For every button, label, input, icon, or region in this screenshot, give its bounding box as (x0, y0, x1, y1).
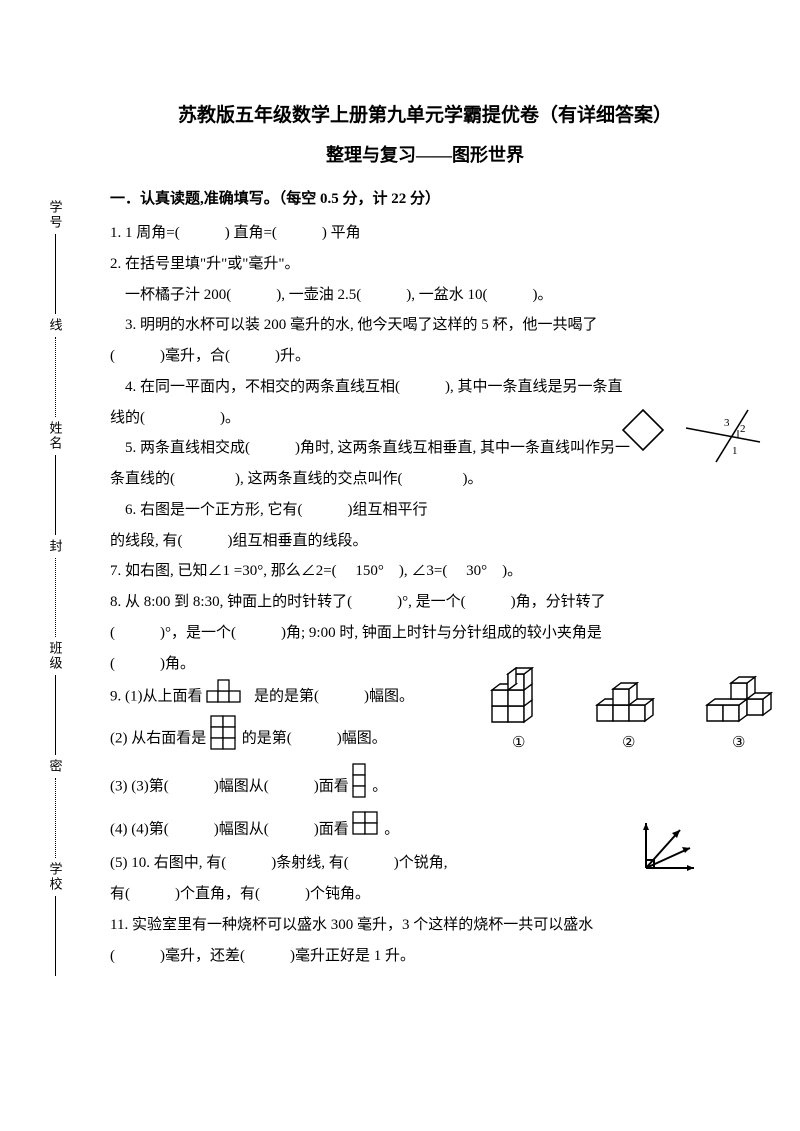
side-dotline (55, 558, 56, 638)
q9-3a: (3) (3)第( )幅图从( )面看 (110, 778, 349, 794)
square-figure-icon (621, 408, 665, 452)
side-line (55, 234, 56, 314)
q10b: 有( )个直角，有( )个钝角。 (110, 879, 740, 910)
side-line (55, 455, 56, 535)
q7: 7. 如右图, 已知∠1 =30°, 那么∠2=( 150° ), ∠3=( 3… (110, 556, 740, 587)
q9-3: (3) (3)第( )幅图从( )面看 。 (110, 763, 740, 811)
side-dotline (55, 337, 56, 417)
q9-2b: 的是第( )幅图。 (242, 730, 387, 746)
q3a: 3. 明明的水杯可以装 200 毫升的水, 他今天喝了这样的 5 杯，他一共喝了 (110, 310, 740, 341)
side-label-school: 学校 (46, 862, 65, 892)
q5b: 条直线的( ), 这两条直线的交点叫作( )。 (110, 464, 740, 495)
right-view-icon (210, 715, 238, 763)
q4a: 4. 在同一平面内，不相交的两条直线互相( ), 其中一条直线是另一条直 (110, 372, 740, 403)
q9-1b: 是的是第( )幅图。 (254, 689, 414, 705)
q9-1a: 9. (1)从上面看 (110, 689, 203, 705)
page-title: 苏教版五年级数学上册第九单元学霸提优卷（有详细答案） (110, 100, 740, 127)
q1: 1. 1 周角=( ) 直角=( ) 平角 (110, 218, 740, 249)
q11a: 11. 实验室里有一种烧杯可以盛水 300 毫升，3 个这样的烧杯一共可以盛水 (110, 910, 740, 941)
q8a: 8. 从 8:00 到 8:30, 钟面上的时针转了( )°, 是一个( )角，… (110, 587, 740, 618)
side-line (55, 675, 56, 755)
side-label-class: 班级 (46, 641, 65, 671)
angle-label-1: 1 (732, 445, 738, 457)
angle-label-3: 3 (724, 417, 730, 429)
q9-4b: 。 (384, 821, 399, 837)
q9-4a: (4) (4)第( )幅图从( )面看 (110, 821, 349, 837)
side-label-id: 学号 (46, 200, 65, 230)
view-label-2: ② (622, 735, 635, 751)
side-seal-mi: 密 (46, 759, 65, 774)
rays-figure-icon (640, 820, 700, 875)
side-line (55, 896, 56, 976)
q11b: ( )毫升，还差( )毫升正好是 1 升。 (110, 941, 740, 972)
view-label-1: ① (512, 735, 525, 751)
view-shape-3-icon (352, 763, 368, 811)
angle-label-2: 2 (740, 423, 746, 435)
view-shape-4-icon (352, 811, 380, 849)
q6b: 的线段, 有( )组互相垂直的线段。 (110, 526, 740, 557)
q9-3b: 。 (372, 778, 387, 794)
side-seal-xian: 线 (46, 318, 65, 333)
section-heading: 一．认真读题,准确填写。（每空 0.5 分，计 22 分） (110, 187, 740, 208)
side-dotline (55, 778, 56, 858)
q8b: ( )°，是一个( )角; 9:00 时, 钟面上时针与分针组成的较小夹角是 (110, 618, 740, 649)
q9-2a: (2) 从右面看是 (110, 730, 206, 746)
side-label-name: 姓名 (46, 421, 65, 451)
q6a: 6. 右图是一个正方形, 它有( )组互相平行 (110, 495, 740, 526)
angle-figure-icon: 3 2 1 (684, 408, 762, 464)
q2a: 一杯橘子汁 200( ), 一壶油 2.5( ), 一盆水 10( )。 (110, 280, 740, 311)
page-subtitle: 整理与复习——图形世界 (110, 141, 740, 167)
binding-strip: 学号 线 姓名 封 班级 密 学校 (45, 200, 65, 980)
q2: 2. 在括号里填"升"或"毫升"。 (110, 249, 740, 280)
q3b: ( )毫升，合( )升。 (110, 341, 740, 372)
top-view-icon (206, 679, 250, 715)
cube-views-icon: ① ② ③ (482, 667, 782, 757)
side-seal-feng: 封 (46, 539, 65, 554)
view-label-3: ③ (732, 735, 745, 751)
